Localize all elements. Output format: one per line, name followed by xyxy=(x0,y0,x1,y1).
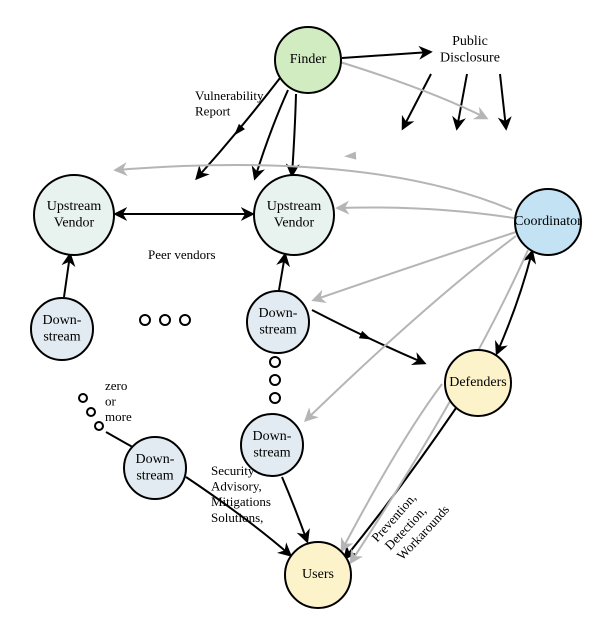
label: Solutions, xyxy=(211,510,263,525)
ellipsis-dot xyxy=(95,422,103,430)
edge xyxy=(314,232,516,300)
node-label-public: Public xyxy=(452,34,488,49)
node-label-ds1: Down- xyxy=(43,313,82,328)
nodes: FinderPublicDisclosureUpstreamVendorUpst… xyxy=(31,27,582,608)
label: Vulnerability xyxy=(195,88,264,103)
node-label-coord: Coordinator xyxy=(514,214,582,229)
node-label-ds3: Down- xyxy=(136,452,175,467)
node-label-ds2: Down- xyxy=(259,306,298,321)
node-label-uv2: Vendor xyxy=(274,215,315,230)
edge xyxy=(338,207,514,218)
ellipsis-dot xyxy=(79,394,87,402)
node-label-uv1: Vendor xyxy=(54,215,95,230)
edge xyxy=(282,477,307,541)
edge xyxy=(457,74,467,128)
node-label-users: Users xyxy=(302,567,334,582)
ellipsis-dot xyxy=(270,393,280,403)
ellipsis-dot xyxy=(140,315,150,325)
label: Peer vendors xyxy=(148,247,216,262)
label: Report xyxy=(195,104,231,119)
vulnerability-disclosure-diagram: FinderPublicDisclosureUpstreamVendorUpst… xyxy=(0,0,596,618)
edge-midarrow xyxy=(359,331,373,343)
label: Mitigations xyxy=(211,494,271,509)
node-label-ds1: stream xyxy=(43,329,80,344)
ellipsis-dot xyxy=(270,375,280,385)
label: Security xyxy=(211,463,255,478)
node-label-ds2: stream xyxy=(259,322,296,337)
label: or xyxy=(105,394,117,409)
edge xyxy=(500,74,506,128)
edge xyxy=(403,74,431,128)
label: more xyxy=(105,409,132,424)
node-label-ds3: stream xyxy=(136,468,173,483)
ellipsis-dot xyxy=(87,408,95,416)
ellipsis-dot xyxy=(270,357,280,367)
edge xyxy=(292,94,296,175)
edge-midarrow xyxy=(344,152,356,161)
node-label-public: Disclosure xyxy=(440,50,500,65)
label: zero xyxy=(105,378,127,393)
node-label-ds4: Down- xyxy=(253,429,292,444)
node-label-ds4: stream xyxy=(253,445,290,460)
node-label-finder: Finder xyxy=(290,52,327,67)
edge xyxy=(342,52,430,58)
node-label-uv1: Upstream xyxy=(47,199,102,214)
label: Advisory, xyxy=(211,479,262,494)
edge xyxy=(279,255,285,290)
ellipsis-dot xyxy=(160,315,170,325)
edge xyxy=(64,255,70,297)
node-label-uv2: Upstream xyxy=(267,199,322,214)
node-label-defenders: Defenders xyxy=(449,375,507,390)
ellipsis-dot xyxy=(180,315,190,325)
